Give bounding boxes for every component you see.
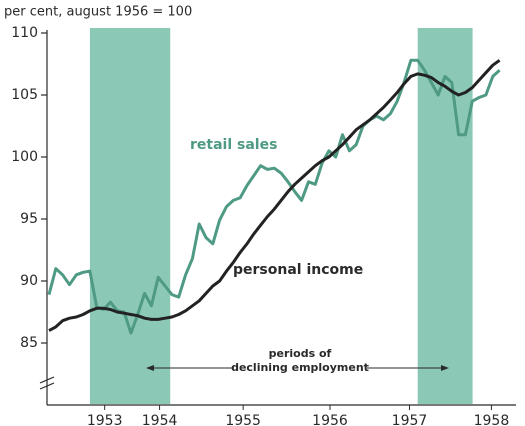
- shaded-period: [89, 28, 171, 404]
- y-tick-label: 105: [11, 87, 38, 103]
- y-axis-label: per cent, august 1956 = 100: [4, 5, 192, 20]
- y-tick-label: 85: [20, 335, 38, 351]
- arrows: [146, 365, 449, 371]
- income-annotation: personal income: [233, 262, 363, 278]
- y-tick-label: 95: [20, 211, 38, 227]
- y-tick-label: 110: [11, 25, 38, 41]
- x-tick-label: 1954: [142, 413, 178, 426]
- y-tick-label: 100: [11, 149, 38, 165]
- x-tick-label: 1957: [392, 413, 428, 426]
- series-line: [48, 59, 501, 332]
- y-tick-label: 90: [20, 273, 38, 289]
- retail-annotation: retail sales: [190, 137, 277, 153]
- x-tick-label: 1953: [87, 413, 123, 426]
- x-tick-label: 1956: [312, 413, 348, 426]
- shaded-period: [417, 28, 473, 404]
- x-tick-label: 1958: [474, 413, 510, 426]
- periods-annotation: declining employment: [231, 361, 369, 374]
- shading-layer: [89, 28, 473, 404]
- x-tick-label: 1955: [225, 413, 261, 426]
- periods-annotation: periods of: [269, 347, 332, 360]
